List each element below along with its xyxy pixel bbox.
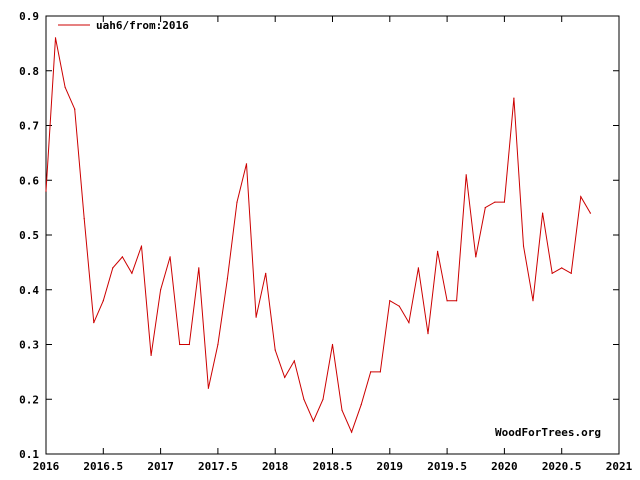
data-point <box>245 163 248 165</box>
data-point <box>226 278 228 280</box>
data-point <box>551 272 553 274</box>
series-group <box>45 37 592 434</box>
data-point <box>351 431 353 433</box>
data-point <box>83 218 85 220</box>
data-point <box>293 360 295 362</box>
data-point <box>303 398 305 400</box>
data-point <box>542 212 544 214</box>
data-point <box>513 97 515 99</box>
legend-label: uah6/from:2016 <box>96 19 189 32</box>
data-point <box>265 272 267 274</box>
series-line <box>45 37 591 434</box>
data-point <box>198 267 200 269</box>
data-point <box>465 174 467 176</box>
data-point <box>179 343 181 346</box>
x-tick-label: 2019 <box>377 460 404 473</box>
data-point <box>169 256 171 258</box>
data-point <box>408 322 410 324</box>
axis-ticks <box>45 15 620 455</box>
x-tick-label: 2019.5 <box>427 460 467 473</box>
data-point <box>360 404 362 406</box>
data-point <box>131 272 133 274</box>
data-point <box>379 371 381 373</box>
data-point <box>532 300 534 302</box>
data-point <box>475 256 477 258</box>
data-point <box>255 316 257 318</box>
data-point <box>589 212 592 214</box>
data-point <box>112 267 114 269</box>
y-tick-label: 0.5 <box>19 229 39 242</box>
data-point <box>437 250 439 252</box>
data-point <box>93 322 95 324</box>
legend: uah6/from:2016 <box>58 19 189 32</box>
y-tick-label: 0.3 <box>19 339 39 352</box>
x-tick-label: 2018.5 <box>313 460 353 473</box>
x-tick-label: 2018 <box>262 460 289 473</box>
data-point <box>207 387 209 389</box>
watermark: WoodForTrees.org <box>495 426 601 439</box>
data-point <box>188 343 190 346</box>
data-point <box>370 371 372 373</box>
y-tick-labels: 0.1 0.2 0.3 0.4 0.5 0.6 0.7 0.8 0.9 <box>19 10 39 461</box>
data-point <box>160 289 162 291</box>
data-point <box>102 300 104 302</box>
y-tick-label: 0.2 <box>19 393 39 406</box>
data-point <box>389 300 391 302</box>
data-point <box>236 201 238 203</box>
data-point <box>446 300 448 302</box>
data-point <box>74 108 76 110</box>
data-point <box>427 333 429 335</box>
data-point <box>494 201 496 203</box>
data-point <box>398 305 400 307</box>
data-point <box>456 300 458 302</box>
data-point <box>331 343 334 346</box>
data-point <box>121 256 123 258</box>
x-tick-labels: 2016 2016.5 2017 2017.5 2018 2018.5 2019 2019.5… <box>33 460 633 473</box>
data-point <box>150 354 152 356</box>
y-tick-label: 0.4 <box>19 284 39 297</box>
data-point <box>284 376 286 378</box>
plot-frame <box>45 15 620 455</box>
data-point <box>522 245 525 247</box>
data-point <box>274 349 276 351</box>
data-point <box>140 245 143 247</box>
data-point <box>45 190 47 192</box>
data-point <box>217 343 219 346</box>
y-tick-label: 0.8 <box>19 65 39 78</box>
data-point <box>503 201 505 203</box>
y-tick-label: 0.1 <box>19 448 39 461</box>
data-point <box>561 267 563 269</box>
x-tick-label: 2020.5 <box>542 460 582 473</box>
data-point <box>64 86 66 88</box>
x-tick-label: 2021 <box>606 460 633 473</box>
data-point <box>580 196 582 198</box>
x-tick-label: 2016 <box>33 460 60 473</box>
data-point <box>312 420 314 422</box>
x-tick-label: 2017 <box>147 460 174 473</box>
data-point <box>570 272 572 274</box>
data-point <box>417 267 419 269</box>
x-tick-label: 2020 <box>491 460 518 473</box>
data-point <box>54 37 57 39</box>
y-tick-label: 0.7 <box>19 120 39 133</box>
x-tick-label: 2017.5 <box>198 460 238 473</box>
data-point <box>341 409 343 411</box>
y-tick-label: 0.9 <box>19 10 39 23</box>
data-point <box>322 398 324 400</box>
x-tick-label: 2016.5 <box>83 460 123 473</box>
y-tick-label: 0.6 <box>19 174 39 187</box>
data-point <box>484 207 486 209</box>
